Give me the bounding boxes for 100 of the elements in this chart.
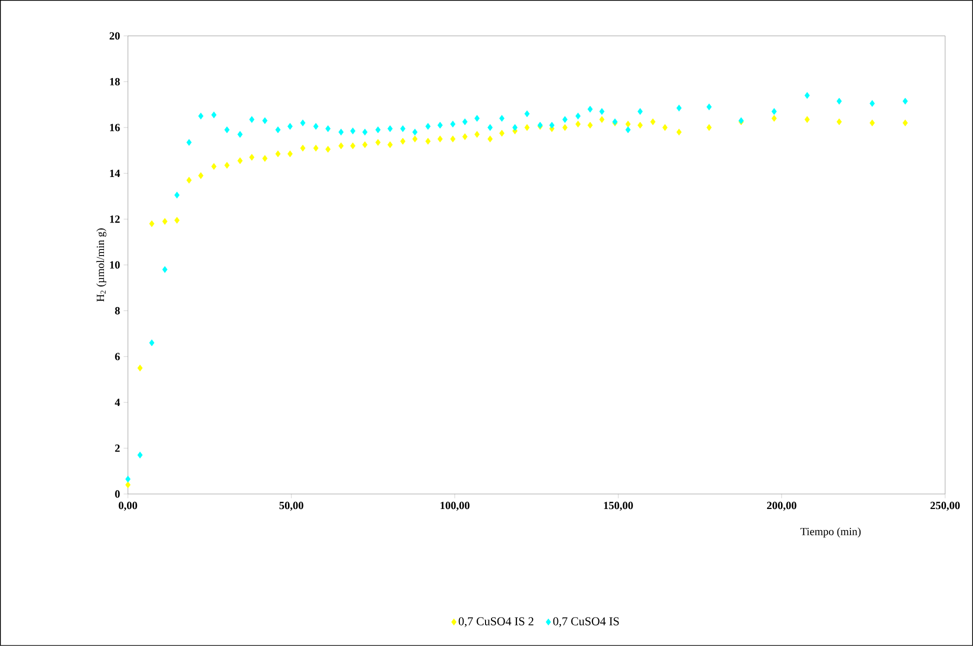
point bbox=[300, 144, 306, 152]
point bbox=[638, 108, 643, 115]
x-tick-label: 150,00 bbox=[604, 502, 633, 511]
x-axis-title: Tiempo (min) bbox=[800, 528, 861, 538]
point bbox=[425, 122, 431, 130]
point bbox=[237, 157, 243, 164]
point bbox=[870, 100, 875, 107]
point bbox=[902, 98, 908, 105]
legend-label: 0,7 CuSO4 IS bbox=[553, 617, 619, 628]
point bbox=[400, 138, 406, 145]
y-tick-label: 20 bbox=[110, 32, 120, 40]
point bbox=[387, 141, 393, 148]
point bbox=[804, 116, 810, 123]
y-tick-label: 2 bbox=[115, 444, 120, 452]
point bbox=[224, 162, 230, 169]
point bbox=[425, 138, 431, 145]
point bbox=[249, 154, 254, 161]
point bbox=[412, 136, 418, 142]
point bbox=[599, 108, 604, 115]
point bbox=[804, 92, 810, 99]
point bbox=[706, 104, 712, 110]
point bbox=[325, 146, 331, 153]
point bbox=[125, 476, 131, 483]
y-tick-label: 16 bbox=[110, 124, 120, 132]
point bbox=[125, 481, 131, 488]
point bbox=[706, 124, 712, 131]
point bbox=[437, 136, 443, 142]
point bbox=[524, 110, 530, 118]
point bbox=[162, 266, 168, 273]
point bbox=[625, 126, 631, 134]
point bbox=[437, 122, 443, 129]
y-tick-label: 8 bbox=[115, 307, 120, 314]
x-tick-label: 250,00 bbox=[930, 502, 960, 511]
point bbox=[676, 104, 682, 112]
x-tick-label: 0,00 bbox=[118, 502, 138, 511]
point bbox=[338, 142, 344, 150]
point bbox=[676, 128, 682, 136]
point bbox=[499, 130, 504, 137]
point bbox=[450, 120, 456, 128]
x-tick-label: 50,00 bbox=[279, 502, 304, 511]
point bbox=[162, 218, 168, 225]
point bbox=[462, 118, 468, 126]
point bbox=[524, 124, 530, 131]
point bbox=[287, 122, 293, 130]
y-tick-label: 6 bbox=[115, 352, 120, 360]
point bbox=[488, 124, 493, 131]
point bbox=[575, 112, 581, 120]
point bbox=[149, 220, 154, 228]
point bbox=[462, 133, 468, 140]
point bbox=[575, 120, 581, 128]
y-tick-label: 10 bbox=[110, 261, 120, 269]
point bbox=[662, 124, 668, 131]
point bbox=[137, 452, 143, 458]
point bbox=[198, 172, 204, 180]
point bbox=[400, 125, 406, 132]
point bbox=[262, 117, 268, 124]
y-tick-label: 0 bbox=[115, 490, 120, 498]
point bbox=[300, 120, 306, 126]
point bbox=[249, 116, 254, 123]
point bbox=[902, 120, 908, 126]
x-tick-label: 200,00 bbox=[767, 502, 796, 511]
point bbox=[836, 98, 842, 105]
point bbox=[549, 122, 554, 129]
point bbox=[313, 144, 318, 152]
point bbox=[224, 126, 230, 134]
point bbox=[599, 116, 604, 123]
point bbox=[512, 124, 518, 131]
point bbox=[174, 216, 180, 224]
point bbox=[362, 128, 368, 136]
point bbox=[186, 176, 192, 184]
point bbox=[287, 150, 293, 158]
point bbox=[313, 122, 318, 130]
point bbox=[149, 339, 154, 346]
legend-label: 0,7 CuSO4 IS 2 bbox=[458, 617, 534, 628]
point bbox=[772, 108, 777, 115]
point bbox=[499, 114, 504, 122]
point bbox=[338, 128, 344, 136]
point bbox=[350, 142, 356, 150]
point bbox=[375, 139, 381, 146]
point bbox=[211, 112, 216, 118]
point bbox=[474, 131, 480, 138]
x-tick-label: 100,00 bbox=[440, 502, 470, 511]
point bbox=[387, 125, 393, 132]
y-axis-title: H$_{2}$ (µmol/min g) bbox=[96, 228, 106, 302]
point bbox=[275, 150, 281, 158]
y-tick-label: 12 bbox=[110, 216, 120, 223]
point bbox=[562, 116, 568, 123]
point bbox=[362, 141, 368, 148]
point bbox=[325, 125, 331, 132]
point bbox=[375, 126, 381, 134]
point bbox=[588, 122, 593, 129]
point bbox=[450, 136, 456, 142]
point bbox=[588, 106, 593, 113]
point bbox=[211, 163, 216, 170]
point bbox=[870, 120, 875, 126]
point bbox=[488, 136, 493, 142]
point bbox=[174, 192, 180, 199]
point bbox=[625, 120, 631, 128]
point bbox=[137, 364, 143, 372]
point bbox=[650, 118, 656, 126]
